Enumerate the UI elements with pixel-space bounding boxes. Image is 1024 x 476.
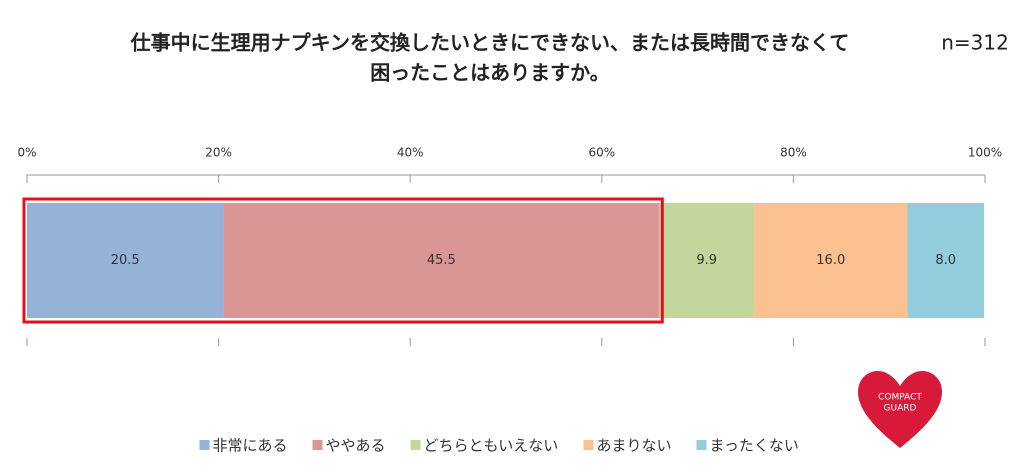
legend-swatch: [410, 440, 421, 450]
bar-segment: [223, 203, 660, 318]
bar-segment: [27, 203, 224, 318]
legend-label: 非常にある: [213, 437, 288, 455]
bar-segment: [754, 203, 908, 318]
x-tick-label: 0%: [17, 146, 36, 160]
x-tick-label: 60%: [588, 146, 615, 160]
logo-heart: [858, 370, 942, 448]
chart-title: 困ったことはありますか。: [370, 61, 610, 85]
value-label: 16.0: [816, 253, 845, 268]
legend-swatch: [312, 440, 323, 450]
bar-segment: [907, 203, 985, 318]
legend-swatch: [199, 440, 210, 450]
chart-title: 仕事中に生理用ナプキンを交換したいときにできない、または長時間できなくて: [130, 31, 850, 55]
x-tick-label: 40%: [397, 146, 424, 160]
value-label: 20.5: [111, 253, 140, 268]
value-label: 9.9: [696, 253, 717, 268]
legend-label: ややある: [326, 437, 386, 455]
legend-label: あまりない: [597, 437, 672, 455]
value-label: 8.0: [935, 253, 956, 268]
x-tick-label: 20%: [205, 146, 232, 160]
legend-label: まったくない: [710, 437, 799, 455]
legend-swatch: [583, 440, 594, 450]
highlight-box: [22, 197, 664, 324]
logo-text: GUARD: [884, 404, 917, 414]
legend-label: どちらともいえない: [424, 437, 559, 455]
logo: COMPACT GUARD: [858, 370, 942, 448]
value-label: 45.5: [427, 253, 456, 268]
x-tick-label: 100%: [968, 146, 1002, 160]
bar-segment: [659, 203, 755, 318]
legend-swatch: [696, 440, 707, 450]
logo-text: COMPACT: [878, 393, 922, 403]
sample-size: n=312: [941, 31, 1009, 55]
x-tick-label: 80%: [780, 146, 807, 160]
